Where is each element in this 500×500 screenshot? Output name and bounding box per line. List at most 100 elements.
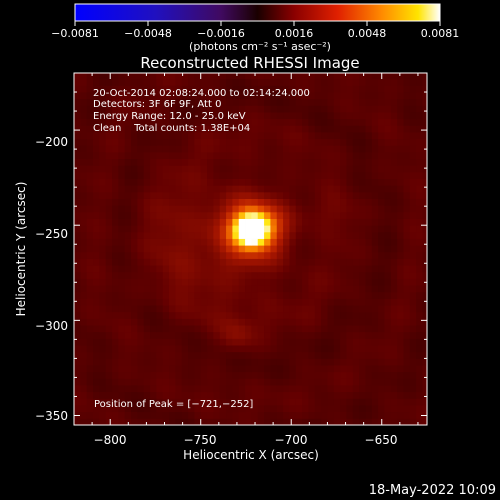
heatmap-cell xyxy=(137,298,145,306)
heatmap-cell xyxy=(270,311,278,319)
heatmap-cell xyxy=(150,105,157,113)
heatmap-cell xyxy=(302,418,309,425)
heatmap-cell xyxy=(302,73,309,80)
heatmap-cell xyxy=(112,398,119,406)
heatmap-cell xyxy=(359,185,366,193)
heatmap-cell xyxy=(397,73,404,80)
heatmap-cell xyxy=(200,385,208,393)
heatmap-cell xyxy=(264,338,271,346)
heatmap-cell xyxy=(308,73,316,80)
heatmap-cell xyxy=(340,238,347,246)
heatmap-cell xyxy=(213,73,221,80)
heatmap-cell xyxy=(175,251,183,259)
heatmap-cell xyxy=(257,131,265,140)
heatmap-cell xyxy=(86,112,94,120)
heatmap-cell xyxy=(365,225,373,233)
heatmap-cell xyxy=(213,245,221,253)
heatmap-cell xyxy=(276,245,284,253)
heatmap-cell xyxy=(181,318,189,326)
heatmap-cell xyxy=(390,305,398,313)
heatmap-cell xyxy=(314,331,322,339)
heatmap-cell xyxy=(403,358,411,366)
heatmap-cell xyxy=(99,358,107,366)
heatmap-cell xyxy=(333,351,341,359)
heatmap-cell xyxy=(245,73,252,80)
heatmap-cell xyxy=(105,92,113,100)
heatmap-cell xyxy=(314,92,322,100)
heatmap-cell xyxy=(422,325,427,333)
heatmap-cell xyxy=(131,271,138,279)
heatmap-cell xyxy=(137,178,145,186)
heatmap-cell xyxy=(416,271,423,279)
heatmap-cell xyxy=(346,411,354,419)
heatmap-cell xyxy=(143,285,151,293)
heatmap-cell xyxy=(181,405,189,413)
heatmap-cell xyxy=(314,271,322,279)
heatmap-cell xyxy=(105,258,113,266)
heatmap-cell xyxy=(188,205,195,213)
heatmap-cell xyxy=(93,371,100,379)
heatmap-cell xyxy=(384,105,392,113)
heatmap-cell xyxy=(257,405,265,413)
heatmap-cell xyxy=(384,238,392,246)
heatmap-cell xyxy=(390,131,398,140)
heatmap-cell xyxy=(156,151,164,160)
heatmap-cell xyxy=(226,338,233,346)
heatmap-cell xyxy=(289,365,297,373)
heatmap-cell xyxy=(276,378,284,386)
heatmap-cell xyxy=(213,231,221,239)
heatmap-cell xyxy=(264,231,271,239)
heatmap-cell xyxy=(397,78,404,86)
heatmap-cell xyxy=(359,411,366,419)
heatmap-cell xyxy=(156,405,164,413)
heatmap-cell xyxy=(276,345,284,353)
heatmap-cell xyxy=(105,218,113,226)
heatmap-cell xyxy=(346,112,354,120)
heatmap-cell xyxy=(302,325,309,333)
heatmap-cell xyxy=(238,98,246,106)
heatmap-cell xyxy=(333,112,341,120)
heatmap-cell xyxy=(340,158,347,166)
heatmap-cell xyxy=(169,131,176,140)
heatmap-cell xyxy=(232,285,240,293)
heatmap-cell xyxy=(99,112,107,120)
heatmap-cell xyxy=(131,411,138,419)
heatmap-cell xyxy=(150,191,157,199)
heatmap-cell xyxy=(359,391,366,399)
heatmap-cell xyxy=(314,225,322,233)
heatmap-cell xyxy=(409,278,417,286)
heatmap-cell xyxy=(124,378,132,386)
heatmap-cell xyxy=(150,378,157,386)
heatmap-cell xyxy=(226,405,233,413)
heatmap-cell xyxy=(169,225,176,233)
heatmap-cell xyxy=(378,98,385,106)
heatmap-cell xyxy=(156,318,164,326)
heatmap-cell xyxy=(346,178,354,186)
heatmap-cell xyxy=(302,398,309,406)
heatmap-cell xyxy=(207,358,214,366)
heatmap-cell xyxy=(378,411,385,419)
heatmap-cell xyxy=(422,258,427,266)
heatmap-cell xyxy=(188,331,195,339)
heatmap-cell xyxy=(156,105,164,113)
heatmap-cell xyxy=(175,391,183,399)
heatmap-cell xyxy=(93,211,100,219)
heatmap-cell xyxy=(251,265,259,273)
heatmap-cell xyxy=(340,165,347,173)
heatmap-cell xyxy=(283,238,290,246)
heatmap-cell xyxy=(289,358,297,366)
heatmap-cell xyxy=(352,225,360,233)
heatmap-cell xyxy=(105,291,113,299)
heatmap-cell xyxy=(150,338,157,346)
heatmap-cell xyxy=(264,345,271,353)
heatmap-cell xyxy=(156,92,164,100)
heatmap-cell xyxy=(112,125,119,133)
heatmap-cell xyxy=(74,351,81,359)
heatmap-cell xyxy=(321,418,328,425)
heatmap-cell xyxy=(232,231,240,239)
heatmap-cell xyxy=(390,211,398,219)
heatmap-cell xyxy=(352,73,360,80)
heatmap-cell xyxy=(74,125,81,133)
heatmap-cell xyxy=(74,278,81,286)
heatmap-cell xyxy=(384,378,392,386)
